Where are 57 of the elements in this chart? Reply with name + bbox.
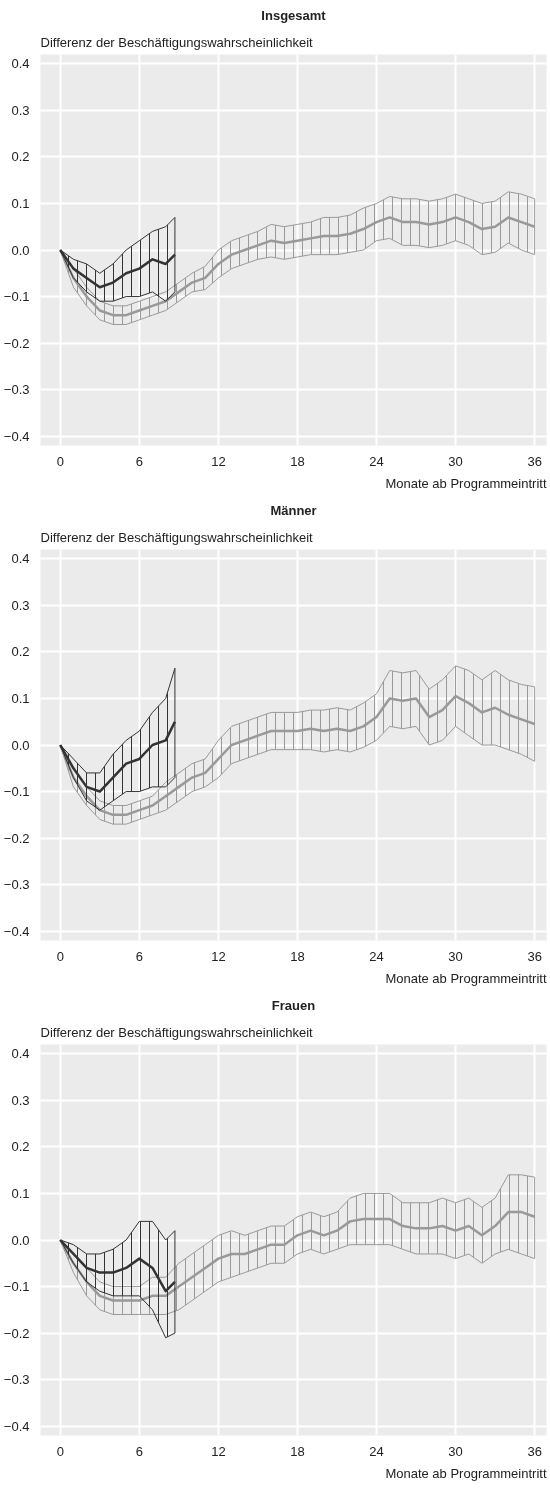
x-tick-label: 18 — [290, 453, 305, 469]
y-tick-label: −0.2 — [3, 335, 30, 351]
y-axis-title: Differenz der Beschäftigungswahrscheinlichkeit — [40, 1024, 314, 1040]
x-tick-label: 24 — [369, 1443, 384, 1459]
x-tick-label: 0 — [56, 948, 64, 964]
x-tick-label: 6 — [135, 948, 143, 964]
y-tick-label: −0.4 — [3, 1418, 30, 1434]
y-tick-label: −0.3 — [3, 1372, 30, 1388]
y-tick-label: 0.4 — [11, 56, 30, 72]
x-tick-label: 12 — [211, 1443, 226, 1459]
y-tick-label: 0.0 — [11, 737, 30, 753]
x-axis-title: Monate ab Programmeintritt — [385, 1465, 547, 1481]
y-tick-label: 0.0 — [11, 242, 30, 258]
y-axis-title: Differenz der Beschäftigungswahrscheinlichkeit — [40, 529, 314, 545]
x-tick-label: 24 — [369, 453, 384, 469]
y-tick-label: −0.2 — [3, 1325, 30, 1341]
y-tick-label: −0.1 — [3, 784, 30, 800]
y-tick-label: 0.1 — [11, 195, 30, 211]
x-tick-label: 30 — [448, 948, 463, 964]
x-tick-label: 36 — [527, 948, 542, 964]
y-axis-title: Differenz der Beschäftigungswahrscheinlichkeit — [40, 34, 314, 50]
y-tick-label: −0.3 — [3, 382, 30, 398]
y-tick-label: −0.1 — [3, 1279, 30, 1295]
y-tick-label: −0.2 — [3, 830, 30, 846]
y-tick-label: 0.1 — [11, 1185, 30, 1201]
chart-title: Frauen — [271, 997, 316, 1013]
y-tick-label: −0.4 — [3, 428, 30, 444]
x-tick-label: 18 — [290, 1443, 305, 1459]
y-tick-label: 0.1 — [11, 690, 30, 706]
y-tick-label: 0.3 — [11, 597, 30, 613]
x-tick-label: 0 — [56, 1443, 64, 1459]
chart-title: Männer — [270, 502, 317, 518]
y-tick-label: −0.1 — [3, 289, 30, 305]
y-tick-label: 0.2 — [11, 149, 30, 165]
x-tick-label: 36 — [527, 453, 542, 469]
y-tick-label: −0.4 — [3, 923, 30, 939]
x-tick-label: 30 — [448, 453, 463, 469]
y-tick-label: 0.3 — [11, 1092, 30, 1108]
x-tick-label: 0 — [56, 453, 64, 469]
x-axis-title: Monate ab Programmeintritt — [385, 970, 547, 986]
x-tick-label: 24 — [369, 948, 384, 964]
chart-title: Insgesamt — [261, 7, 327, 23]
y-tick-label: −0.3 — [3, 877, 30, 893]
x-tick-label: 30 — [448, 1443, 463, 1459]
y-tick-label: 0.4 — [11, 1046, 30, 1062]
x-tick-label: 6 — [135, 453, 143, 469]
x-tick-label: 18 — [290, 948, 305, 964]
x-axis-title: Monate ab Programmeintritt — [385, 475, 547, 491]
x-tick-label: 36 — [527, 1443, 542, 1459]
y-tick-label: 0.0 — [11, 1232, 30, 1248]
x-tick-label: 6 — [135, 1443, 143, 1459]
x-tick-label: 12 — [211, 948, 226, 964]
y-tick-label: 0.2 — [11, 1139, 30, 1155]
y-tick-label: 0.4 — [11, 551, 30, 567]
x-tick-label: 12 — [211, 453, 226, 469]
y-tick-label: 0.2 — [11, 644, 30, 660]
y-tick-label: 0.3 — [11, 102, 30, 118]
